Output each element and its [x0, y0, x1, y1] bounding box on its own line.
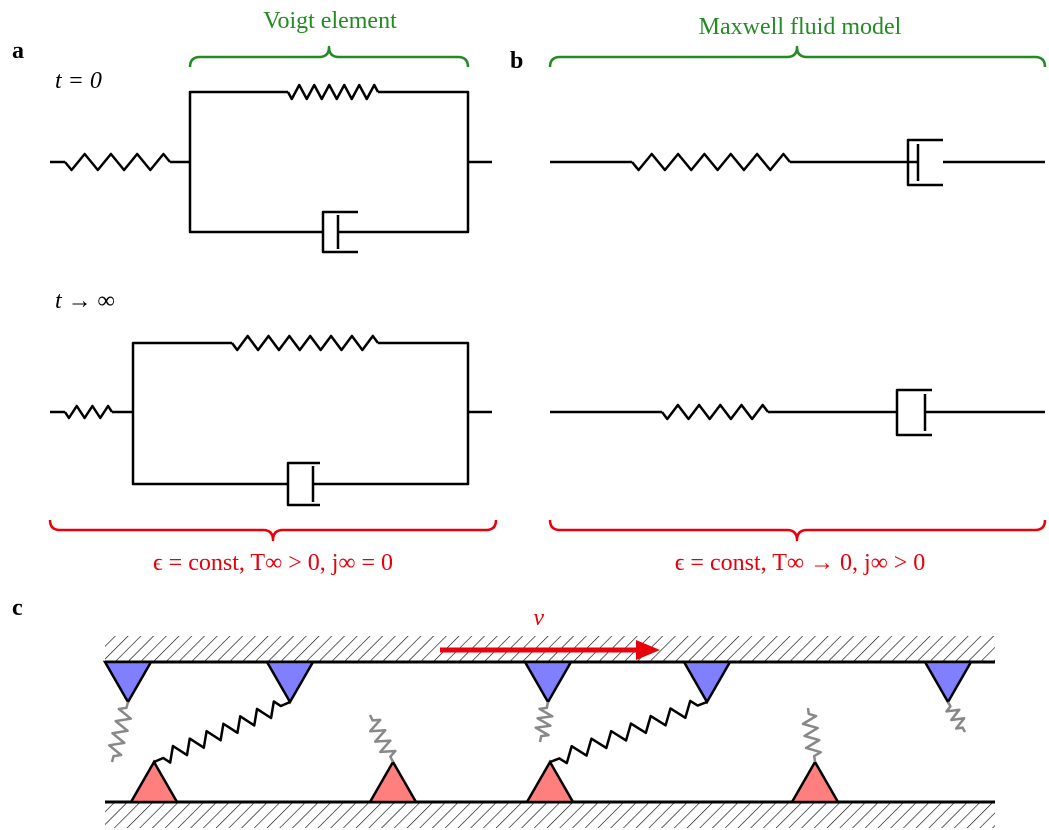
spring [65, 406, 112, 418]
figure: a b c Voigt element Maxwell fluid model … [0, 0, 1049, 830]
spring [232, 336, 378, 350]
upper-asperity [267, 662, 313, 702]
spring [536, 702, 553, 742]
spring [803, 708, 821, 762]
lower-asperity [131, 762, 177, 802]
upper-asperity [525, 662, 571, 702]
lower-asperity [527, 762, 573, 802]
velocity-label: v⃗ [533, 605, 562, 631]
condition: ϵ = const, T∞ > 0, j∞ = 0 [153, 550, 393, 576]
brace [550, 47, 1045, 67]
dashpot [323, 212, 358, 252]
upper-asperity [925, 662, 971, 702]
bracket-title: Maxwell fluid model [699, 14, 902, 40]
upper-asperity [105, 662, 151, 702]
condition: ϵ = const, T∞ → 0, j∞ > 0 [675, 550, 926, 576]
dashpot [288, 463, 320, 505]
panel-label: c [12, 595, 23, 621]
lower-asperity [792, 762, 838, 802]
panel-label: b [510, 48, 523, 74]
spring [550, 701, 707, 763]
brace [50, 520, 496, 540]
bracket-title: Voigt element [263, 8, 397, 34]
spring [370, 715, 395, 762]
state-label: t = 0 [55, 68, 102, 94]
spring [109, 702, 131, 762]
spring [632, 154, 790, 170]
brace [190, 47, 468, 67]
brace [550, 520, 1045, 540]
spring [65, 154, 170, 170]
upper-asperity [684, 662, 730, 702]
spring [946, 702, 965, 732]
state-label: t → ∞ [55, 288, 115, 314]
lower-asperity [370, 762, 416, 802]
spring [662, 405, 768, 419]
spring [154, 701, 290, 762]
plate [105, 802, 995, 828]
panel-label: a [12, 38, 24, 64]
wire [50, 343, 492, 484]
spring [288, 85, 378, 99]
